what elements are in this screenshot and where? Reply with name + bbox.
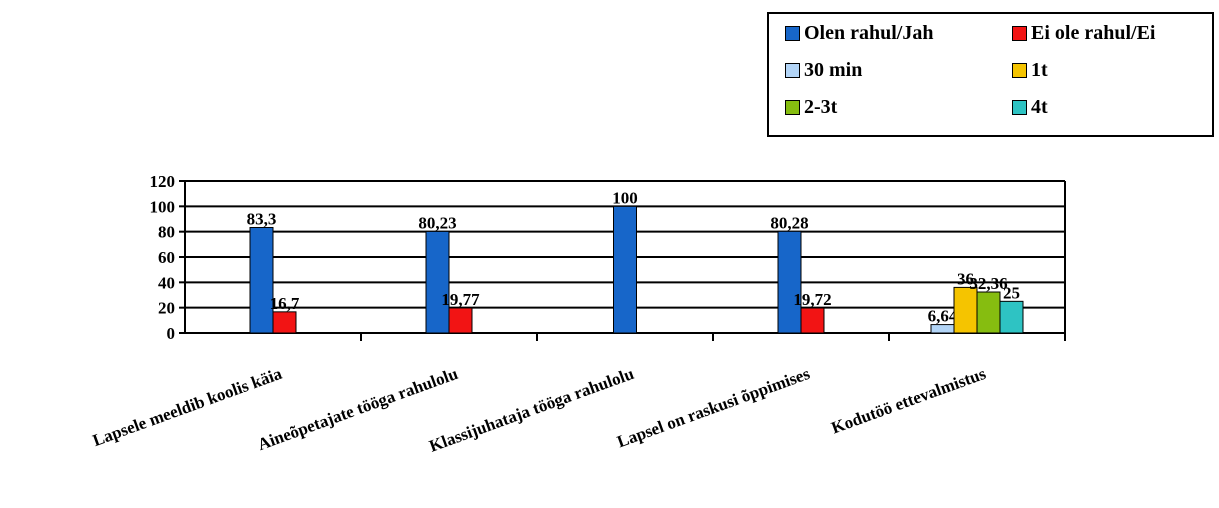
legend-label: Olen rahul/Jah [804, 22, 934, 44]
data-label: 16,7 [270, 294, 300, 313]
legend-label: 2-3t [804, 96, 838, 118]
x-category-label: Kodutöö ettevalmistus [829, 364, 989, 438]
data-label: 25 [1003, 283, 1020, 302]
bar [930, 324, 955, 334]
legend-label: 4t [1031, 96, 1048, 118]
bar [425, 230, 450, 334]
y-tick-label: 80 [158, 223, 175, 242]
data-label: 80,23 [418, 213, 456, 232]
y-tick-label: 120 [150, 172, 176, 191]
legend-label: 1t [1031, 59, 1048, 81]
legend-swatch [1012, 100, 1027, 115]
legend-swatch [1012, 26, 1027, 41]
x-category-label: Lapsel on raskusi õppimises [615, 364, 813, 452]
y-tick-label: 20 [158, 299, 175, 318]
data-label: 19,77 [441, 290, 480, 309]
legend-label: Ei ole rahul/Ei [1031, 22, 1156, 44]
data-label: 100 [612, 188, 638, 207]
legend-swatch [785, 26, 800, 41]
y-tick-label: 0 [167, 324, 176, 343]
bar [613, 205, 637, 334]
data-label: 80,28 [770, 213, 808, 232]
data-label: 6,64 [928, 307, 958, 326]
bar [448, 307, 473, 334]
y-tick-label: 40 [158, 273, 175, 292]
chart-legend: Olen rahul/Jah Ei ole rahul/Ei 30 min 1t 2-3… [767, 12, 1214, 137]
legend-item: Ei ole rahul/Ei [1012, 22, 1155, 45]
data-label: 36 [957, 269, 974, 288]
legend-item: 30 min [785, 59, 862, 82]
bar [249, 226, 274, 334]
legend-item: 4t [1012, 96, 1048, 119]
y-tick-label: 60 [158, 248, 175, 267]
legend-item: 1t [1012, 59, 1048, 82]
data-label: 19,72 [793, 290, 831, 309]
legend-swatch [785, 63, 800, 78]
legend-label: 30 min [804, 59, 863, 81]
legend-swatch [1012, 63, 1027, 78]
bar [272, 311, 297, 334]
data-label: 32,36 [969, 274, 1007, 293]
legend-swatch [785, 100, 800, 115]
bar [777, 230, 802, 334]
legend-item: 2-3t [785, 96, 837, 119]
bar [999, 300, 1024, 334]
y-tick-label: 100 [150, 197, 176, 216]
data-label: 83,3 [247, 209, 277, 228]
bar [953, 286, 978, 334]
bar [976, 291, 1001, 334]
legend-item: Olen rahul/Jah [785, 22, 933, 45]
bar [800, 307, 825, 334]
